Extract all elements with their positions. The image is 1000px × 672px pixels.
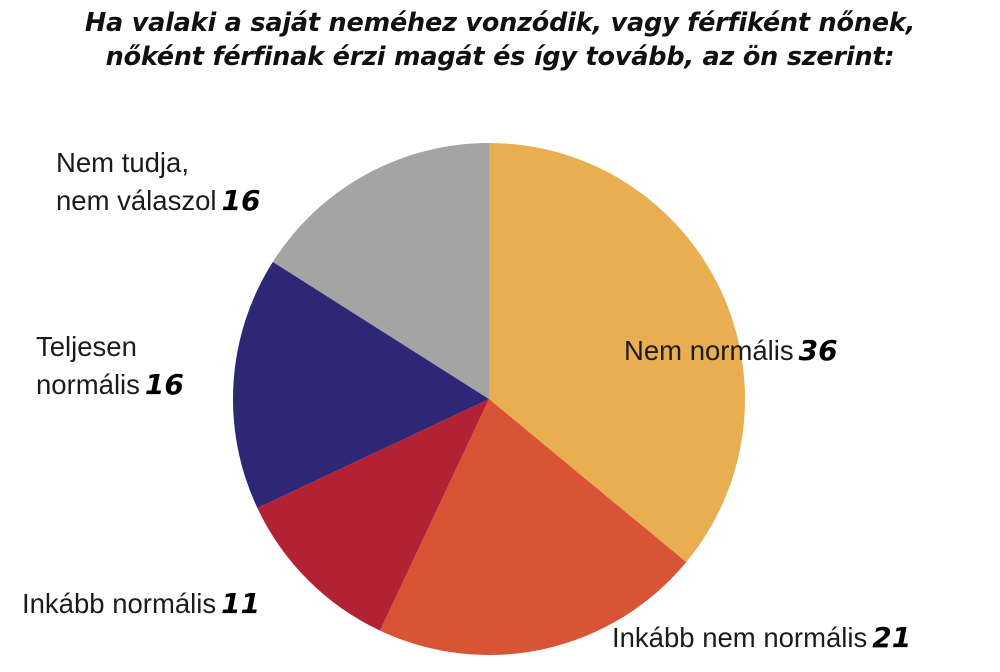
pie-slice[interactable]: [232, 261, 489, 508]
pie-slice[interactable]: [380, 399, 687, 656]
pie-slice[interactable]: [272, 143, 489, 399]
slice-value: 16: [221, 184, 261, 217]
slice-label-text: normális: [36, 369, 140, 400]
slice-label-nem-normalis: Nem normális 36: [624, 332, 838, 370]
slice-value: 36: [798, 334, 838, 367]
slice-label-text: Nem normális: [624, 335, 794, 366]
slice-label-teljesen-normalis: Teljesen normális 16: [36, 328, 184, 404]
slice-label-line-1: Teljesen: [36, 331, 137, 362]
pie-slice-group: [232, 143, 745, 656]
slice-label-text: nem válaszol: [56, 185, 217, 216]
slice-label-line-1: Nem tudja,: [56, 147, 189, 178]
slice-value: 11: [221, 587, 261, 620]
slice-value: 21: [872, 621, 912, 654]
slice-label-text: Inkább nem normális: [612, 622, 868, 653]
slice-label-nem-tudja-nem-valaszol: Nem tudja, nem válaszol 16: [56, 144, 260, 220]
slice-label-line-2: nem válaszol 16: [56, 182, 260, 220]
slice-label-inkabb-normalis: Inkább normális 11: [22, 585, 260, 623]
pie-slice[interactable]: [489, 143, 745, 563]
slice-value: 16: [144, 368, 184, 401]
slice-label-line-2: normális 16: [36, 366, 184, 404]
pie-slice[interactable]: [257, 399, 489, 631]
slice-label-inkabb-nem-normalis: Inkább nem normális 21: [612, 619, 911, 657]
slice-label-text: Inkább normális: [22, 588, 217, 619]
